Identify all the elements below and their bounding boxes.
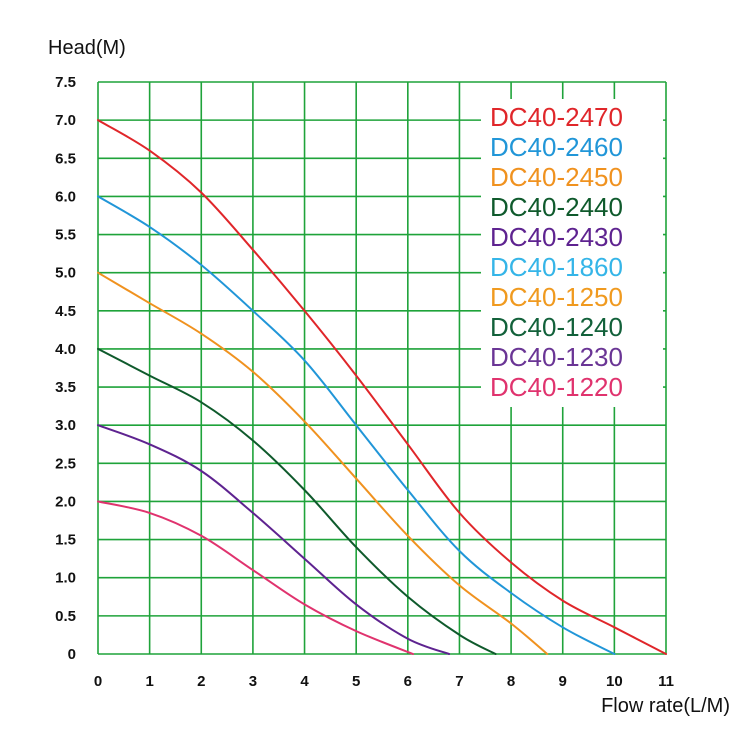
legend-entry: DC40-2460 [490, 132, 623, 162]
legend-entry: DC40-2440 [490, 192, 623, 222]
y-tick-label: 4.0 [55, 341, 76, 358]
x-tick-label: 3 [249, 673, 257, 690]
legend-entry: DC40-2430 [490, 222, 623, 252]
y-tick-label: 3.5 [55, 379, 76, 396]
legend-entry: DC40-2450 [490, 162, 623, 192]
legend-entry: DC40-1240 [490, 312, 623, 342]
y-axis-title: Head(M) [48, 37, 126, 59]
y-tick-label: 0.5 [55, 608, 76, 625]
series-line-dc40-2450 [97, 271, 549, 655]
y-axis-ticks: 0 0.5 1.0 1.5 2.0 2.5 3.0 3.5 4.0 4.5 5.0 5.5 6.0 6.5… [55, 74, 76, 663]
y-tick-label: 5.0 [55, 265, 76, 282]
y-tick-label: 2.5 [55, 455, 76, 472]
legend-background [481, 99, 663, 407]
x-tick-label: 4 [300, 673, 309, 690]
y-tick-label: 1.0 [55, 570, 76, 587]
y-tick-label: 1.5 [55, 532, 76, 549]
series-line-dc40-2470 [97, 119, 667, 655]
y-tick-label: 6.5 [55, 150, 76, 167]
legend: DC40-2470DC40-2460DC40-2450DC40-2440DC40… [490, 102, 623, 402]
legend-entry: DC40-2470 [490, 102, 623, 132]
y-tick-label: 3.0 [55, 417, 76, 434]
y-tick-label: 6.0 [55, 188, 76, 205]
series-line-dc40-2460 [97, 195, 616, 655]
legend-entry: DC40-1250 [490, 282, 623, 312]
y-tick-label: 0 [68, 646, 76, 663]
legend-entry: DC40-1230 [490, 342, 623, 372]
y-tick-label: 5.5 [55, 227, 76, 244]
x-axis-ticks: 0 1 2 3 4 5 6 7 8 9 10 11 [94, 673, 674, 690]
x-tick-label: 7 [455, 673, 463, 690]
series-line-dc40-2430 [97, 424, 451, 655]
x-tick-label: 9 [559, 673, 567, 690]
x-tick-label: 8 [507, 673, 515, 690]
x-tick-label: 11 [658, 673, 674, 690]
x-tick-label: 5 [352, 673, 360, 690]
y-tick-label: 2.0 [55, 493, 76, 510]
y-tick-label: 7.5 [55, 74, 76, 91]
series-lines [97, 119, 667, 655]
x-tick-label: 10 [606, 673, 623, 690]
legend-entry: DC40-1860 [490, 252, 623, 282]
series-line-dc40-2440 [97, 347, 497, 655]
y-tick-label: 4.5 [55, 303, 76, 320]
x-axis-title: Flow rate(L/M) [601, 695, 730, 717]
x-tick-label: 2 [197, 673, 205, 690]
y-tick-label: 7.0 [55, 112, 76, 129]
legend-entry: DC40-1220 [490, 372, 623, 402]
x-tick-label: 1 [145, 673, 153, 690]
series-line-dc40-1220 [97, 500, 414, 655]
x-tick-label: 0 [94, 673, 102, 690]
x-tick-label: 6 [404, 673, 412, 690]
